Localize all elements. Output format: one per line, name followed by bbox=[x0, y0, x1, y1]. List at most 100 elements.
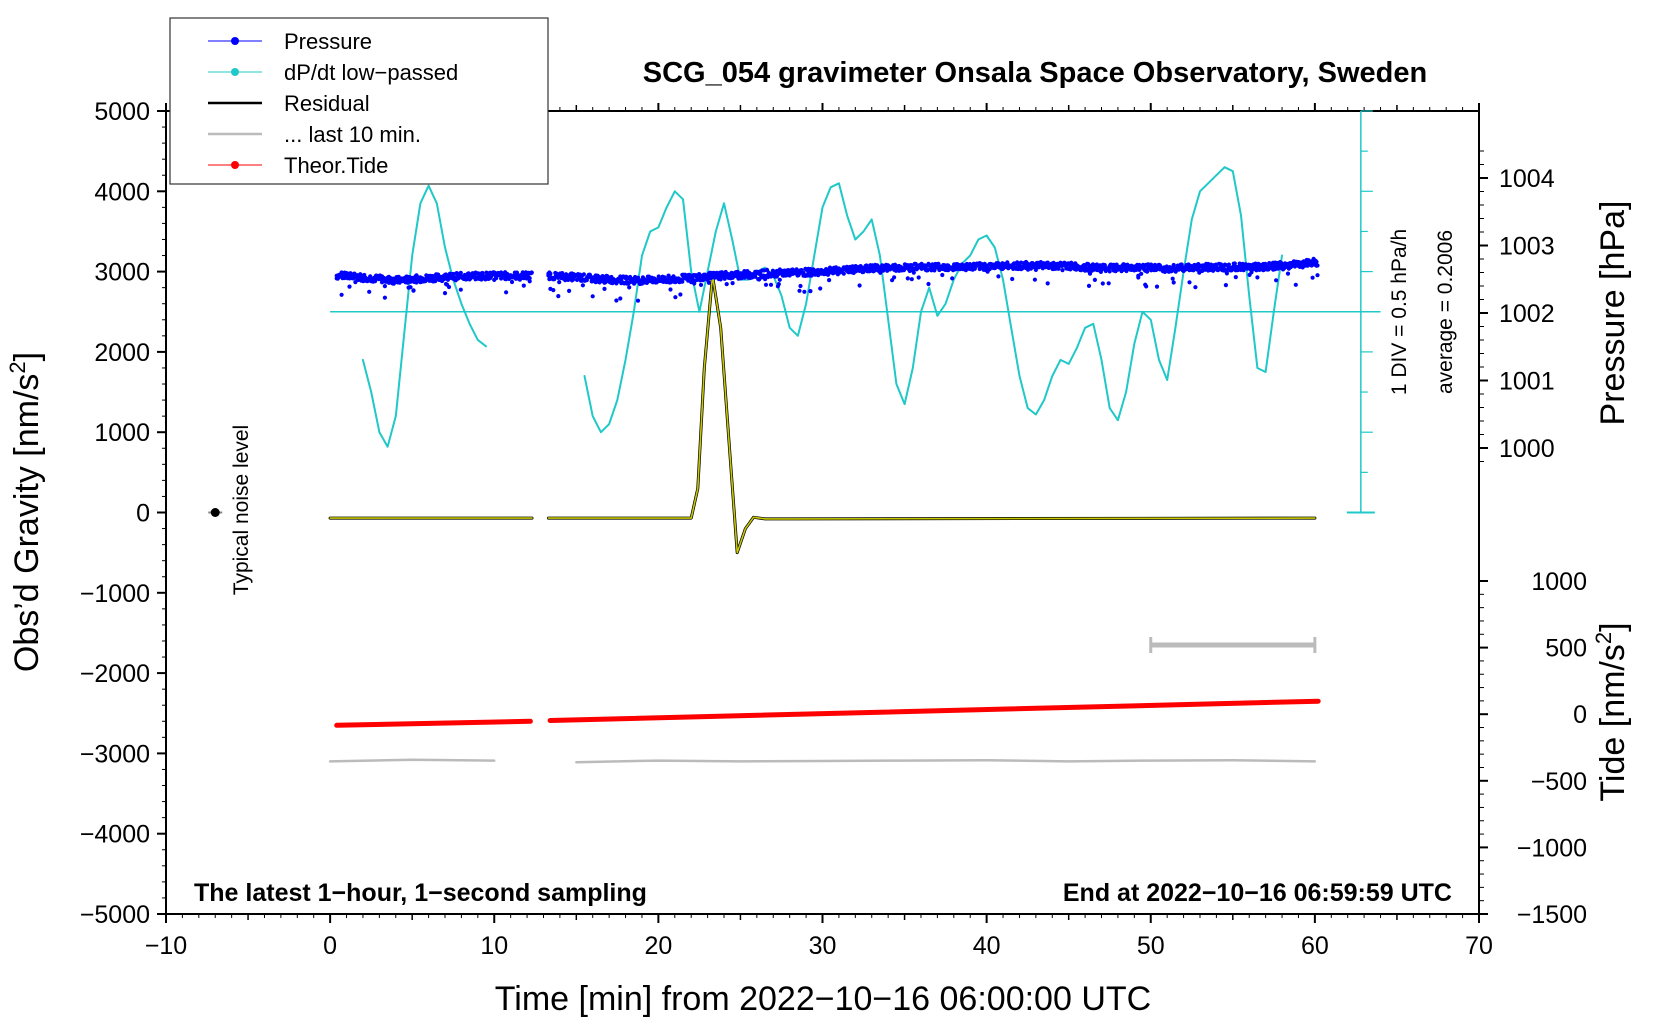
pressure-axis-title: Pressure [hPa] bbox=[1594, 201, 1632, 426]
sampling-note: The latest 1−hour, 1−second sampling bbox=[194, 879, 647, 907]
y-tick-label: 3000 bbox=[94, 259, 150, 287]
legend-box bbox=[169, 17, 549, 185]
pressure-point bbox=[614, 298, 619, 303]
legend-label: Theor.Tide bbox=[284, 153, 388, 178]
pressure-point bbox=[668, 287, 673, 292]
last10-line bbox=[328, 758, 496, 763]
x-tick-label: 30 bbox=[809, 932, 837, 960]
pressure-point bbox=[442, 291, 448, 296]
average-label: average = 0.2006 bbox=[1434, 230, 1457, 394]
tide-tick-label: 1000 bbox=[1531, 568, 1587, 596]
tide-tick-label: 500 bbox=[1545, 635, 1587, 663]
y-tick-label: 5000 bbox=[94, 98, 150, 126]
pressure-point bbox=[635, 275, 641, 280]
pressure-point bbox=[724, 282, 729, 287]
pressure-point bbox=[1145, 269, 1150, 274]
pressure-point bbox=[1285, 271, 1291, 276]
pressure-point bbox=[768, 282, 774, 287]
pressure-point bbox=[521, 283, 526, 288]
plot-frame bbox=[165, 110, 1480, 915]
pressure-point bbox=[1060, 268, 1065, 273]
pressure-point bbox=[382, 295, 387, 300]
pressure-point bbox=[339, 292, 344, 297]
y-tick-label: 2000 bbox=[94, 339, 150, 367]
pressure-point bbox=[1314, 259, 1319, 264]
dpdt-line bbox=[583, 166, 1283, 434]
pressure-tick-label: 1003 bbox=[1499, 233, 1555, 261]
pressure-point bbox=[753, 274, 758, 279]
pressure-point bbox=[802, 289, 807, 294]
dpdt-line bbox=[361, 184, 487, 448]
pressure-point bbox=[1315, 263, 1320, 268]
legend-swatch-dot bbox=[231, 161, 239, 169]
y-tick-label: 4000 bbox=[94, 178, 150, 206]
y-tick-label: −5000 bbox=[80, 901, 150, 929]
tide-line bbox=[334, 718, 533, 728]
pressure-point bbox=[627, 285, 632, 290]
pressure-point bbox=[818, 286, 823, 291]
pressure-point bbox=[382, 284, 387, 289]
pressure-point bbox=[556, 294, 561, 299]
pressure-point bbox=[1107, 269, 1112, 274]
y-tick-label: −1000 bbox=[80, 580, 150, 608]
pressure-point bbox=[411, 288, 416, 293]
pressure-point bbox=[1315, 273, 1320, 278]
pressure-point bbox=[1223, 283, 1228, 288]
pressure-point bbox=[527, 279, 532, 284]
pressure-point bbox=[1293, 282, 1298, 287]
pressure-tick-label: 1000 bbox=[1499, 435, 1555, 463]
y-axis-title-main: Obs’d Gravity [nm/s bbox=[8, 374, 46, 673]
legend-swatch-dot bbox=[231, 68, 239, 76]
pressure-point bbox=[1092, 277, 1097, 282]
pressure-point bbox=[339, 270, 344, 275]
pressure-point bbox=[551, 288, 556, 293]
y-tick-label: 1000 bbox=[94, 419, 150, 447]
pressure-point bbox=[857, 283, 862, 288]
noise-level-label: Typical noise level bbox=[230, 425, 253, 595]
x-tick-label: 70 bbox=[1465, 932, 1493, 960]
pressure-point bbox=[1100, 281, 1105, 286]
pressure-point bbox=[509, 279, 515, 285]
pressure-point bbox=[1102, 263, 1107, 268]
series-layer bbox=[328, 166, 1381, 764]
pressure-point bbox=[458, 270, 463, 275]
pressure-point bbox=[1045, 260, 1050, 265]
y-axis-title: Obs’d Gravity [nm/s2] bbox=[5, 352, 46, 672]
pressure-point bbox=[706, 280, 712, 285]
pressure-point bbox=[1187, 280, 1192, 285]
tide-axis-title-sup: 2 bbox=[1591, 632, 1616, 644]
pressure-point bbox=[557, 280, 562, 285]
tide-tick-label: −1000 bbox=[1517, 834, 1587, 862]
axis-ticks bbox=[157, 103, 1488, 923]
end-time-note: End at 2022−10−16 06:59:59 UTC bbox=[1063, 879, 1452, 907]
pressure-point bbox=[1310, 275, 1315, 280]
y-tick-label: −4000 bbox=[80, 821, 150, 849]
x-tick-label: 0 bbox=[323, 932, 337, 960]
pressure-point bbox=[1045, 281, 1050, 286]
pressure-point bbox=[1136, 275, 1141, 280]
pressure-point bbox=[673, 295, 678, 300]
pressure-point bbox=[494, 276, 499, 281]
y-tick-label: 0 bbox=[136, 500, 150, 528]
pressure-point bbox=[548, 271, 553, 276]
pressure-point bbox=[408, 285, 413, 290]
x-tick-label: 40 bbox=[973, 932, 1001, 960]
y-axis-title-sup: 2 bbox=[5, 361, 30, 373]
pressure-point bbox=[1010, 276, 1015, 282]
pressure-point bbox=[718, 277, 723, 282]
pressure-point bbox=[808, 289, 813, 294]
pressure-point bbox=[972, 266, 977, 271]
pressure-point bbox=[529, 270, 534, 275]
x-tick-label: 50 bbox=[1137, 932, 1165, 960]
tide-axis-title: Tide [nm/s2] bbox=[1591, 622, 1632, 801]
last10-line bbox=[575, 758, 1317, 764]
pressure-point bbox=[1033, 267, 1038, 272]
pressure-point bbox=[850, 264, 855, 269]
pressure-point bbox=[916, 275, 921, 280]
pressure-point bbox=[1255, 275, 1260, 280]
pressure-point bbox=[1170, 276, 1175, 281]
tide-tick-label: 0 bbox=[1573, 701, 1587, 729]
pressure-point bbox=[504, 290, 509, 295]
pressure-point bbox=[827, 278, 832, 283]
pressure-tick-label: 1004 bbox=[1499, 165, 1555, 193]
